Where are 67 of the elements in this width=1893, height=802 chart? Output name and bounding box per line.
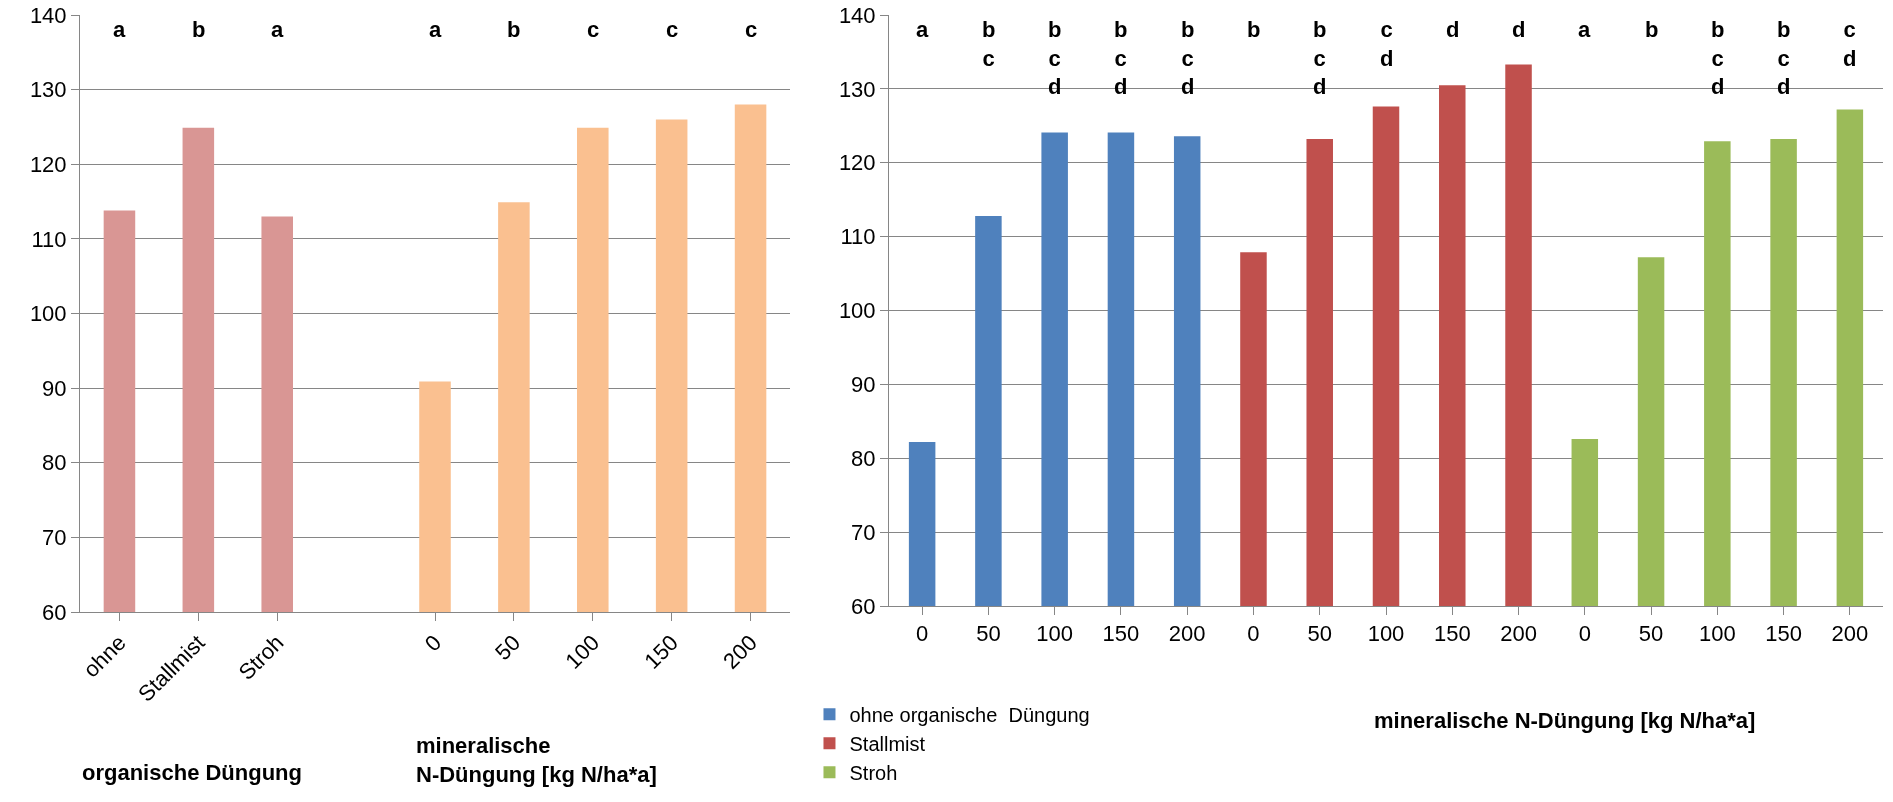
- annotation: b c d: [1777, 17, 1791, 100]
- x-tick-label: 50: [976, 621, 1001, 647]
- x-tick-label: 100: [1036, 621, 1074, 647]
- x-tick-label: 50: [1638, 621, 1664, 647]
- legend-label: Stroh: [849, 761, 898, 784]
- x-tick-label: 0: [1578, 621, 1591, 647]
- y-tick-label: 90: [42, 375, 67, 401]
- y-tick-label: 60: [851, 593, 876, 619]
- x-tick-label: 200: [1168, 621, 1206, 647]
- annotation: c: [587, 17, 600, 42]
- annotation: a: [916, 17, 929, 42]
- x-tick-label: 100: [1698, 621, 1736, 647]
- y-tick-label: 70: [42, 525, 67, 551]
- x-axis-title: mineralische N-Düngung [kg N/ha*a]: [416, 733, 657, 787]
- y-tick-label: 80: [42, 450, 67, 476]
- y-tick-label: 130: [838, 76, 876, 102]
- annotation: a: [271, 17, 284, 42]
- x-tick-label: 150: [1765, 621, 1802, 647]
- x-tick-label: 200: [1500, 621, 1537, 647]
- x-tick-label: 200: [1831, 621, 1869, 647]
- y-tick-label: 140: [838, 2, 876, 28]
- annotation: d: [1446, 17, 1460, 42]
- annotation: b: [192, 17, 206, 42]
- annotation: c: [745, 17, 758, 42]
- y-tick-label: 100: [29, 301, 67, 327]
- annotation: b c d: [1181, 17, 1195, 100]
- annotation: b c d: [1048, 17, 1062, 100]
- annotation: d: [1512, 17, 1526, 42]
- annotation: b c d: [1711, 17, 1725, 100]
- x-tick-label: 100: [560, 630, 605, 674]
- y-tick-label: 120: [29, 151, 67, 177]
- y-tick-label: 80: [851, 445, 876, 471]
- x-tick-label: 50: [1307, 621, 1332, 647]
- y-tick-label: 130: [29, 77, 67, 103]
- x-tick-label: 0: [419, 630, 447, 657]
- annotation: c d: [1380, 17, 1394, 71]
- x-tick-label: 0: [1247, 621, 1260, 647]
- y-tick-label: 60: [42, 599, 67, 625]
- annotation: c: [666, 17, 679, 42]
- x-tick-label: 100: [1367, 621, 1405, 647]
- x-tick-label: 200: [718, 630, 762, 674]
- y-tick-label: 120: [838, 150, 876, 176]
- annotation: a: [429, 17, 442, 42]
- annotation: b c: [982, 17, 996, 71]
- annotation: a: [1578, 17, 1591, 42]
- annotation: b c d: [1114, 17, 1128, 100]
- annotation: b: [1247, 17, 1261, 42]
- y-tick-label: 140: [29, 2, 67, 28]
- x-tick-label: 50: [490, 630, 526, 666]
- y-tick-label: 70: [851, 519, 876, 545]
- annotation: b: [507, 17, 521, 42]
- x-tick-label: 150: [639, 630, 683, 674]
- text: organische Düngung: [82, 760, 302, 785]
- x-tick-label: 150: [1433, 621, 1471, 647]
- x-axis-title: mineralische N-Düngung [kg N/ha*a]: [1374, 708, 1756, 733]
- annotation: a: [113, 17, 126, 42]
- y-tick-label: 100: [838, 298, 876, 324]
- y-tick-label: 110: [31, 226, 67, 252]
- legend-label: Stallmist: [849, 732, 926, 755]
- x-tick-label: 150: [1102, 621, 1140, 647]
- y-tick-label: 110: [840, 224, 876, 250]
- annotation: b: [1645, 17, 1659, 42]
- x-tick-label: 0: [916, 621, 929, 647]
- annotation: b c d: [1313, 17, 1327, 100]
- y-tick-label: 90: [851, 372, 876, 398]
- annotation: c d: [1843, 17, 1857, 71]
- legend-label: ohne organische Düngung: [849, 703, 1090, 726]
